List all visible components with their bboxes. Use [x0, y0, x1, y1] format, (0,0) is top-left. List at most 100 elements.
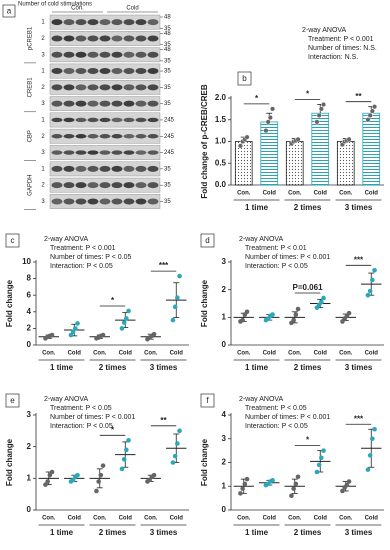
lane-number: 1: [41, 166, 45, 172]
marker-label: 48: [164, 15, 171, 21]
blot-band: [63, 134, 75, 139]
y-tick-label: 1: [222, 481, 227, 490]
blot-band: [51, 19, 63, 26]
blot-band: [123, 165, 135, 172]
data-point: [369, 108, 375, 114]
y-tick-label: 3: [222, 434, 227, 443]
y-axis-label: Fold change: [5, 438, 14, 486]
x-tick-label: Cold: [68, 351, 82, 357]
blot-band: [99, 198, 111, 205]
marker-label: 35: [164, 166, 171, 172]
blot-band: [135, 198, 147, 205]
data-point: [68, 332, 74, 338]
x-tick-label: Cold: [119, 516, 133, 522]
blot-band: [51, 134, 63, 139]
data-point: [240, 317, 245, 323]
y-tick-label: 3: [27, 410, 32, 419]
data-point: [267, 115, 273, 121]
data-point: [346, 310, 352, 316]
blot-band: [147, 35, 159, 42]
x-tick-label: Con.: [237, 191, 251, 197]
blot-band: [123, 182, 135, 189]
annotation: 2-way ANOVA: [44, 236, 89, 243]
x-tick-label: Con.: [288, 516, 302, 522]
blot-band: [135, 117, 147, 123]
data-point: [126, 438, 131, 443]
x-tick-label: Cold: [68, 516, 82, 522]
data-point: [238, 491, 243, 496]
x-tick-label: Cold: [263, 191, 277, 197]
blot-band: [147, 19, 159, 26]
blot-band: [87, 84, 99, 91]
marker-label: 35: [164, 85, 171, 91]
group-label: Con.: [71, 6, 84, 12]
blot-band: [87, 182, 99, 189]
blot-band: [99, 100, 111, 107]
data-point: [344, 482, 350, 488]
panel-label: f: [206, 396, 209, 405]
y-axis-label: Fold change of p-CREB/CREB: [200, 84, 209, 198]
blot-band: [51, 100, 63, 107]
blot-band: [51, 84, 63, 91]
blot-band: [135, 51, 147, 58]
blot-band: [123, 84, 135, 91]
data-point: [124, 316, 129, 321]
marker-label: 35: [164, 42, 171, 48]
data-point: [295, 306, 301, 312]
blot-band: [147, 198, 159, 205]
data-point: [100, 332, 106, 338]
x-tick-label: Cold: [170, 516, 184, 522]
data-point: [318, 106, 324, 112]
annotation: Treatment: P < 0.001: [50, 245, 116, 252]
y-tick-label: 8: [27, 274, 32, 283]
annotation: Interaction: P < 0.05: [50, 263, 113, 270]
y-tick-label: 0: [222, 505, 227, 514]
group-label: 2 times: [99, 363, 127, 372]
data-point: [340, 488, 345, 494]
data-point: [372, 268, 377, 273]
blot-band: [87, 68, 99, 75]
x-tick-label: Con.: [339, 191, 353, 197]
blot-band: [87, 150, 99, 155]
group-label: 3 times: [150, 528, 178, 537]
y-tick-label: 6: [27, 290, 32, 299]
data-point: [170, 317, 176, 323]
data-point: [170, 460, 176, 465]
significance-label: **: [355, 92, 362, 101]
blot-band: [99, 84, 111, 91]
group-label: 1 time: [50, 528, 74, 537]
blot-band: [75, 100, 87, 107]
data-point: [367, 112, 373, 118]
panel-label-box: [5, 393, 20, 408]
blot-band: [51, 117, 63, 123]
blot-band: [87, 35, 99, 42]
data-point: [177, 273, 182, 279]
marker-label: 245: [164, 134, 175, 140]
blot-band: [123, 35, 135, 42]
blot-band: [75, 117, 87, 123]
data-point: [119, 326, 125, 331]
bar: [285, 141, 304, 186]
lane-number: 2: [41, 36, 45, 42]
data-point: [367, 453, 373, 458]
significance-label: ***: [354, 255, 364, 264]
blot-band: [111, 198, 123, 205]
data-point: [121, 457, 127, 462]
blot-band: [99, 150, 111, 155]
x-tick-label: Con.: [288, 191, 302, 197]
x-tick-label: Con.: [339, 351, 353, 357]
blot-band: [111, 35, 123, 42]
data-point: [75, 321, 80, 326]
protein-label: CREB1: [28, 77, 34, 98]
data-point: [346, 136, 352, 142]
blot-band: [75, 182, 87, 189]
blot-band: [75, 68, 87, 75]
significance-label: **: [160, 416, 167, 425]
blot-band: [111, 117, 123, 123]
data-point: [372, 104, 378, 110]
data-point: [367, 288, 373, 294]
blot-band: [123, 150, 135, 155]
significance-label: ***: [159, 261, 169, 270]
y-tick-label: 0: [27, 340, 32, 349]
group-label: 2 times: [294, 528, 322, 537]
